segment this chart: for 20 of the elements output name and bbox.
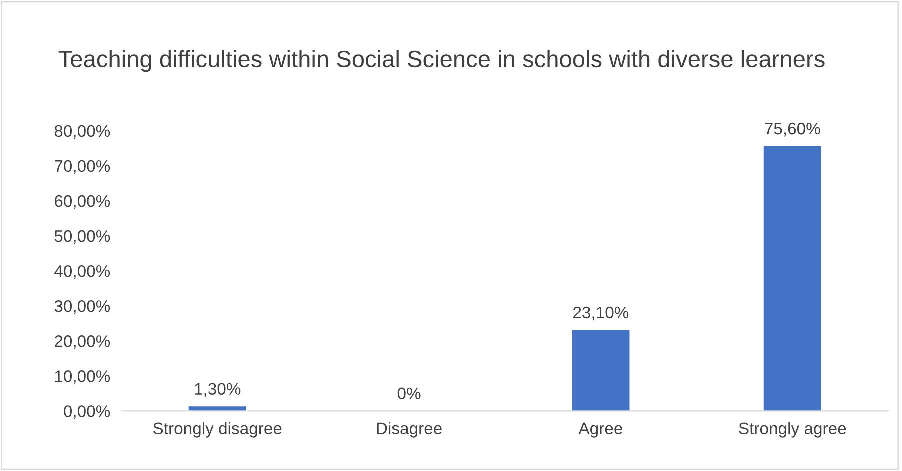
chart-title: Teaching difficulties within Social Science in schools with diverse learners [58,50,825,72]
data-label: 75,60% [765,122,820,137]
y-tick-label: 10,00% [55,370,110,384]
y-tick-label: 30,00% [54,300,110,314]
x-tick-label: Disagree [377,422,442,438]
y-tick-label: 40,00% [54,265,110,280]
y-tick-label: 0,00% [64,406,110,420]
data-label: 23,10% [574,306,629,321]
y-tick-label: 80,00% [54,125,110,140]
bar [572,330,630,412]
y-tick-label: 50,00% [54,230,110,244]
x-tick-label: Strongly agree [739,422,846,438]
bar [764,146,822,412]
y-tick-label: 20,00% [54,336,110,350]
data-label: 0% [398,388,421,400]
y-tick-label: 60,00% [54,195,110,210]
x-tick-label: Agree [578,422,622,438]
x-tick-label: Strongly disagree [154,422,282,438]
data-label: 1,30% [195,383,241,397]
y-tick-label: 70,00% [54,160,110,174]
